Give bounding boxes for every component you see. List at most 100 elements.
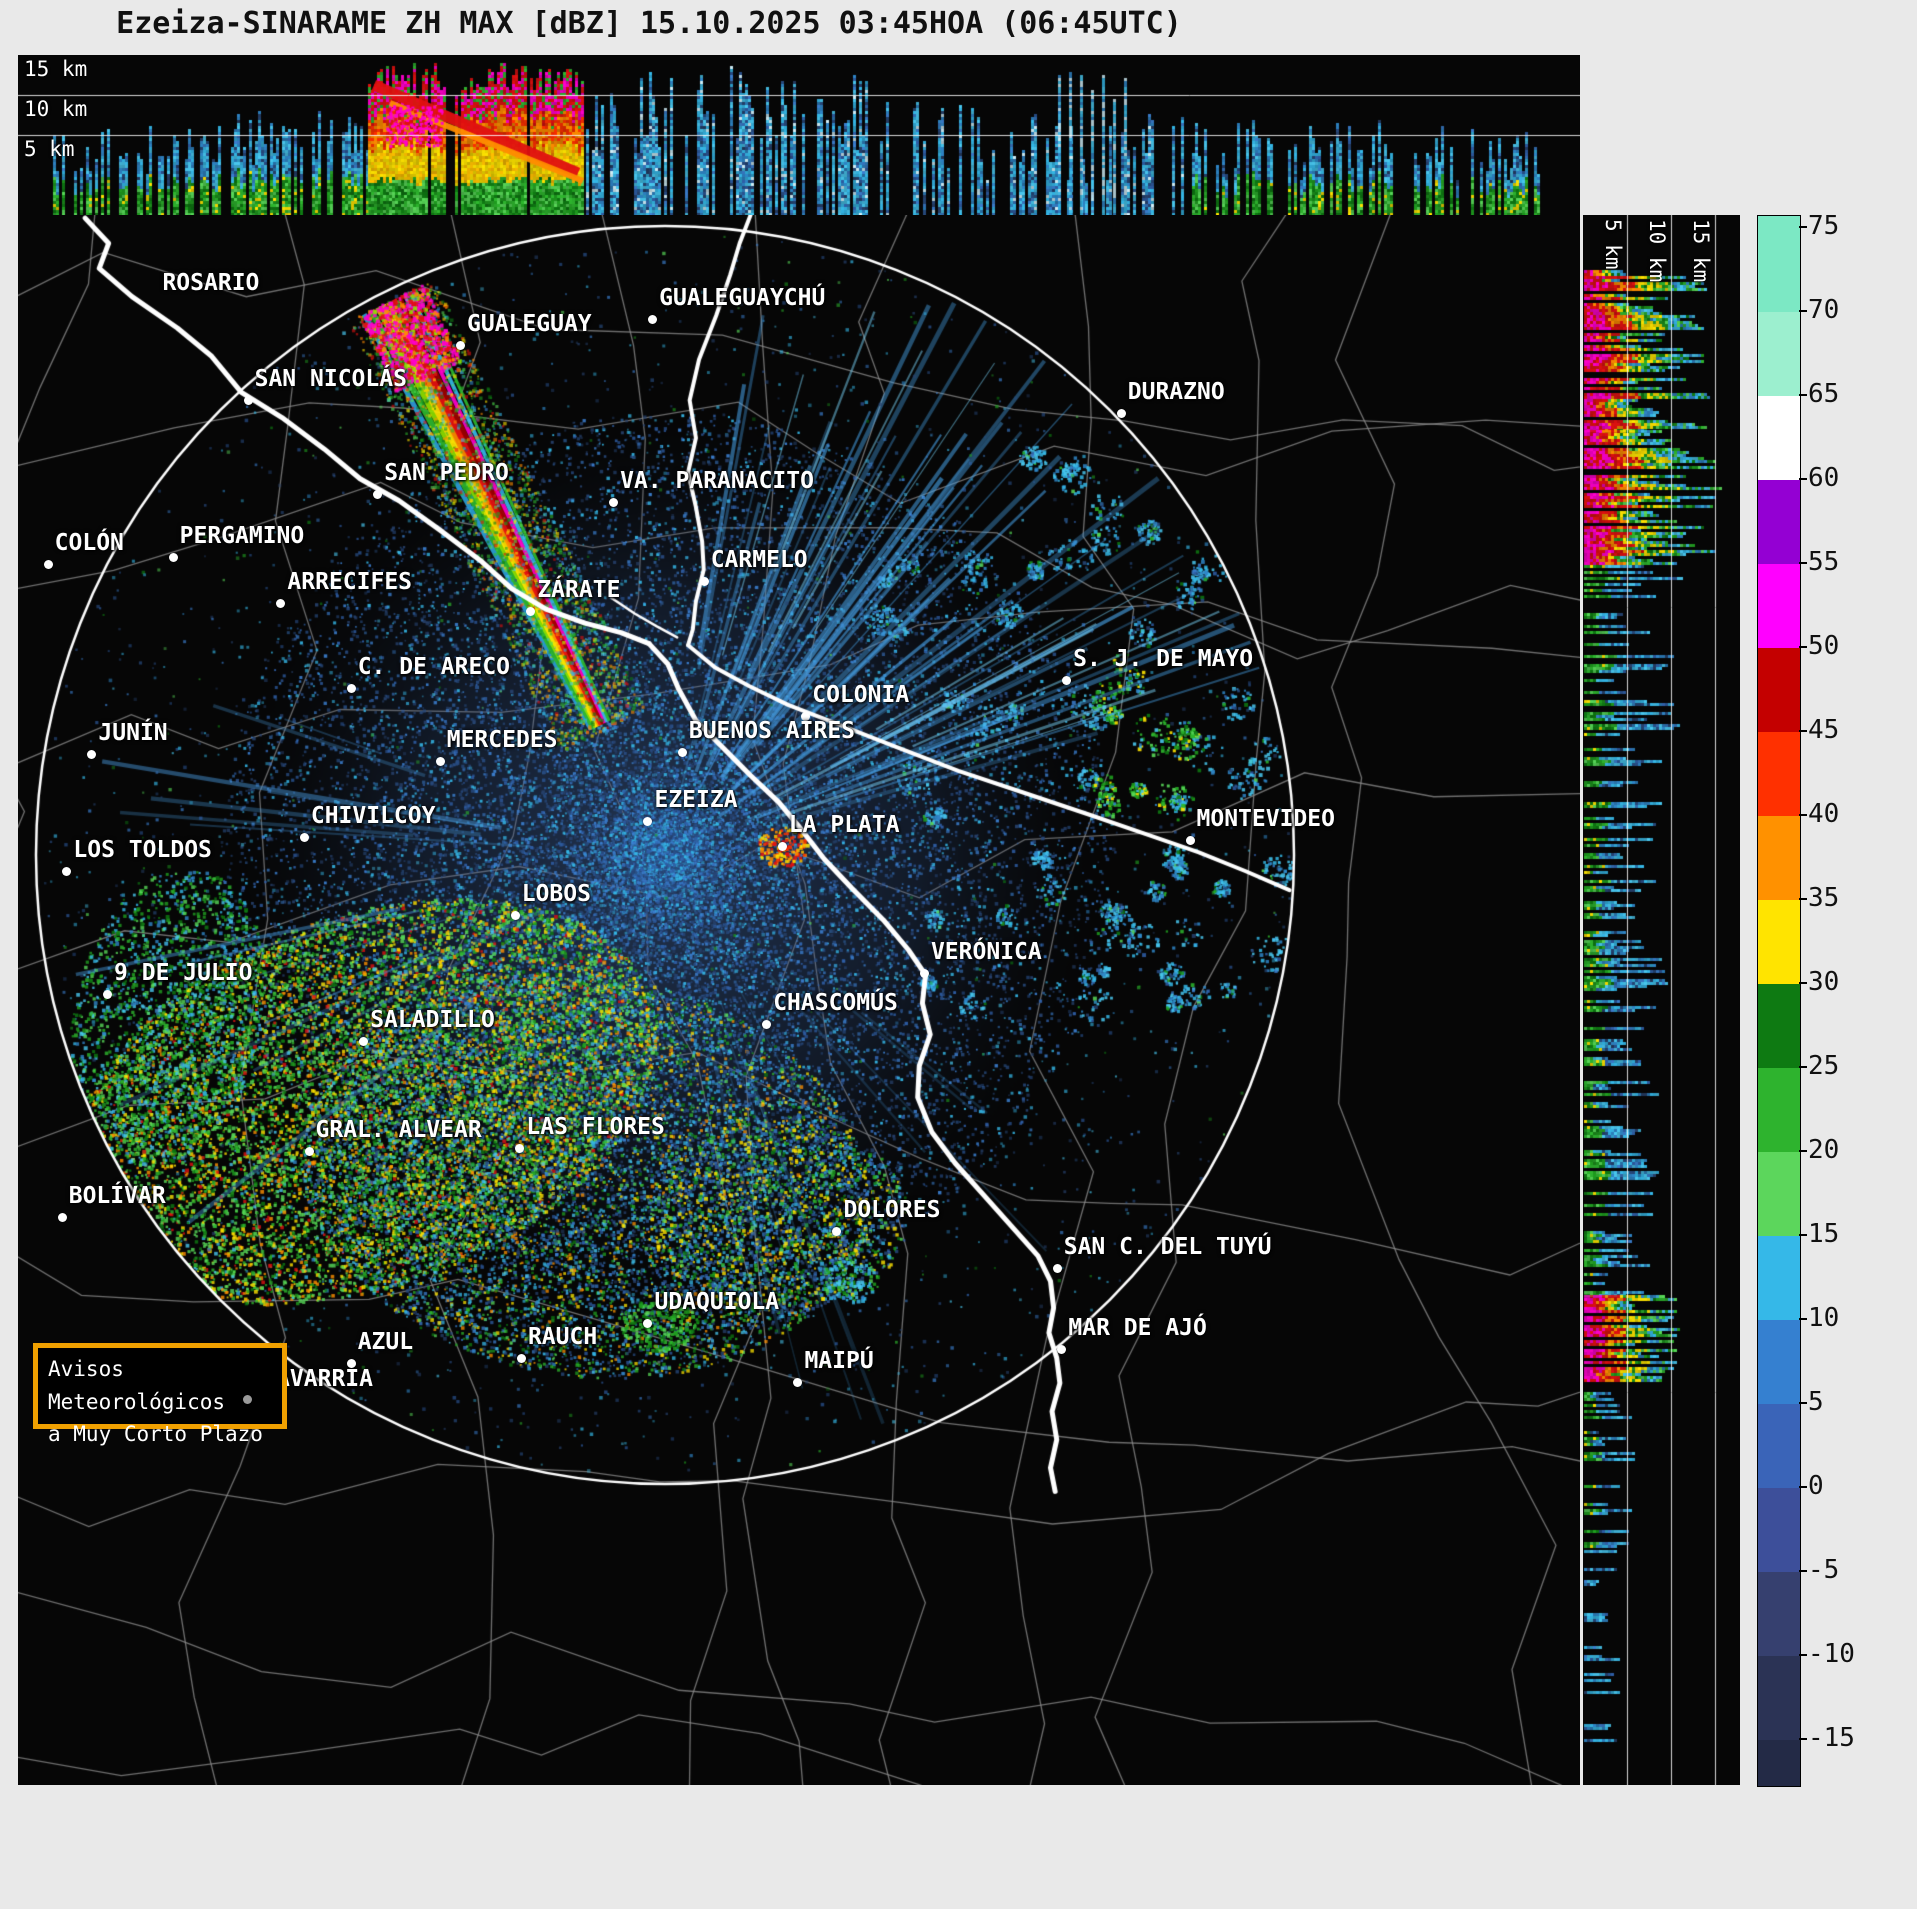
city-dot xyxy=(1116,408,1126,418)
colorbar-segment xyxy=(1758,648,1800,732)
colorbar-segment xyxy=(1758,1152,1800,1236)
colorbar-tick-mark xyxy=(1799,394,1807,396)
city-label: COLÓN xyxy=(54,529,124,556)
colorbar-tick-mark xyxy=(1799,646,1807,648)
colorbar-tick-label: 70 xyxy=(1808,294,1840,325)
footer: Servicio Meteorológico Nacional Argentin… xyxy=(0,1785,1917,1909)
colorbar-segment xyxy=(1758,228,1800,312)
city-label: LOBOS xyxy=(521,881,591,908)
city-dot xyxy=(1057,1344,1067,1354)
colorbar-tick-mark xyxy=(1799,898,1807,900)
city-label: S. J. DE MAYO xyxy=(1073,645,1254,672)
city-label: MERCEDES xyxy=(446,727,558,754)
city-label: AZUL xyxy=(357,1328,414,1355)
top-cross-section-panel: 15 km 10 km 5 km xyxy=(18,55,1580,215)
city-label: JUNÍN xyxy=(98,719,168,746)
colorbar-tick-label: -5 xyxy=(1808,1554,1840,1585)
city-dot xyxy=(516,1353,526,1363)
city-dot xyxy=(62,867,72,877)
colorbar-tick-label: 35 xyxy=(1808,882,1840,913)
city-label: VA. PARANACITO xyxy=(620,468,814,495)
city-label: 9 DE JULIO xyxy=(114,959,253,986)
city-dot xyxy=(359,1036,369,1046)
colorbar-tick-label: -15 xyxy=(1808,1722,1855,1753)
city-dot xyxy=(346,1358,356,1368)
colorbar-tick-mark xyxy=(1799,982,1807,984)
city-dot xyxy=(832,1226,842,1236)
colorbar-tick-label: 20 xyxy=(1808,1134,1840,1165)
colorbar-segment xyxy=(1758,732,1800,816)
city-label: COLONIA xyxy=(812,681,910,708)
city-label: ZÁRATE xyxy=(537,576,621,603)
colorbar-tick-label: 40 xyxy=(1808,798,1840,829)
colorbar-tick-mark xyxy=(1799,1066,1807,1068)
colorbar-tick-label: 10 xyxy=(1808,1302,1840,1333)
city-dot xyxy=(1062,675,1072,685)
right-cross-section-canvas xyxy=(1583,215,1740,1785)
radar-map-panel: ROSARIO GUALEGUAYCHÚ GUALEGUAY SAN NICOLÁS D… xyxy=(18,215,1580,1785)
warning-line-1: Avisos Meteorológicos xyxy=(48,1357,226,1414)
city-label: MAIPÚ xyxy=(804,1347,874,1374)
city-dot xyxy=(801,711,811,721)
height-label-15km: 15 km xyxy=(24,57,88,81)
city-label: VERÓNICA xyxy=(930,939,1042,966)
city-dot xyxy=(43,559,53,569)
colorbar-tick-label: -10 xyxy=(1808,1638,1855,1669)
city-label: SAN C. DEL TUYÚ xyxy=(1063,1234,1272,1261)
city-dot xyxy=(1052,1264,1062,1274)
city-dot xyxy=(643,817,653,827)
warning-line-2: a Muy Corto Plazo xyxy=(48,1422,263,1447)
city-dot xyxy=(456,341,466,351)
colorbar-segment xyxy=(1758,1404,1800,1488)
colorbar-tick-label: 55 xyxy=(1808,546,1840,577)
colorbar xyxy=(1757,215,1801,1787)
height-label-5km-vertical: 5 km xyxy=(1601,219,1625,270)
colorbar-segment xyxy=(1758,312,1800,396)
city-dot xyxy=(1185,835,1195,845)
city-dot xyxy=(87,749,97,759)
colorbar-tick-label: 45 xyxy=(1808,714,1840,745)
colorbar-segment xyxy=(1758,1068,1800,1152)
city-dot xyxy=(762,1019,772,1029)
city-label: BOLÍVAR xyxy=(68,1182,166,1209)
height-label-10km-vertical: 10 km xyxy=(1645,219,1669,283)
colorbar-segment xyxy=(1758,564,1800,648)
warning-box[interactable]: Avisos Meteorológicos a Muy Corto Plazo xyxy=(33,1343,287,1446)
colorbar-tick-label: 5 xyxy=(1808,1386,1824,1417)
colorbar-segment xyxy=(1758,1320,1800,1404)
city-dot xyxy=(609,498,619,508)
city-dot xyxy=(346,683,356,693)
colorbar-tick-mark xyxy=(1799,814,1807,816)
colorbar-tick-label: 60 xyxy=(1808,462,1840,493)
right-cross-section-panel: 5 km 10 km 15 km xyxy=(1583,215,1740,1785)
city-dot-olavarria xyxy=(243,1395,252,1404)
page-title: Ezeiza-SINARAME ZH MAX [dBZ] 15.10.2025 … xyxy=(116,6,1182,41)
city-label: SAN PEDRO xyxy=(384,460,509,487)
height-label-10km: 10 km xyxy=(24,97,88,121)
city-label: DOLORES xyxy=(843,1196,941,1223)
colorbar-segment xyxy=(1758,480,1800,564)
colorbar-segment xyxy=(1758,984,1800,1068)
city-dot xyxy=(510,911,520,921)
city-dot xyxy=(777,842,787,852)
colorbar-segment xyxy=(1758,1656,1800,1740)
city-dot xyxy=(435,757,445,767)
city-dot xyxy=(515,1143,525,1153)
city-label: LOS TOLDOS xyxy=(73,837,212,864)
colorbar-tick-mark xyxy=(1799,730,1807,732)
city-dot xyxy=(304,1146,314,1156)
city-label: LAS FLORES xyxy=(526,1113,665,1140)
colorbar-tick-mark xyxy=(1799,478,1807,480)
colorbar-segment xyxy=(1758,1488,1800,1572)
city-label: RAUCH xyxy=(527,1323,598,1350)
colorbar-tick-mark xyxy=(1799,1570,1807,1572)
city-dot xyxy=(919,969,929,979)
city-dot xyxy=(643,1319,653,1329)
city-dot xyxy=(373,490,383,500)
city-dot xyxy=(526,606,536,616)
city-label: DURAZNO xyxy=(1127,378,1225,405)
colorbar-segment xyxy=(1758,216,1800,228)
city-label: ARRECIFES xyxy=(287,568,413,595)
city-label: ROSARIO xyxy=(162,270,260,297)
colorbar-tick-label: 50 xyxy=(1808,630,1840,661)
